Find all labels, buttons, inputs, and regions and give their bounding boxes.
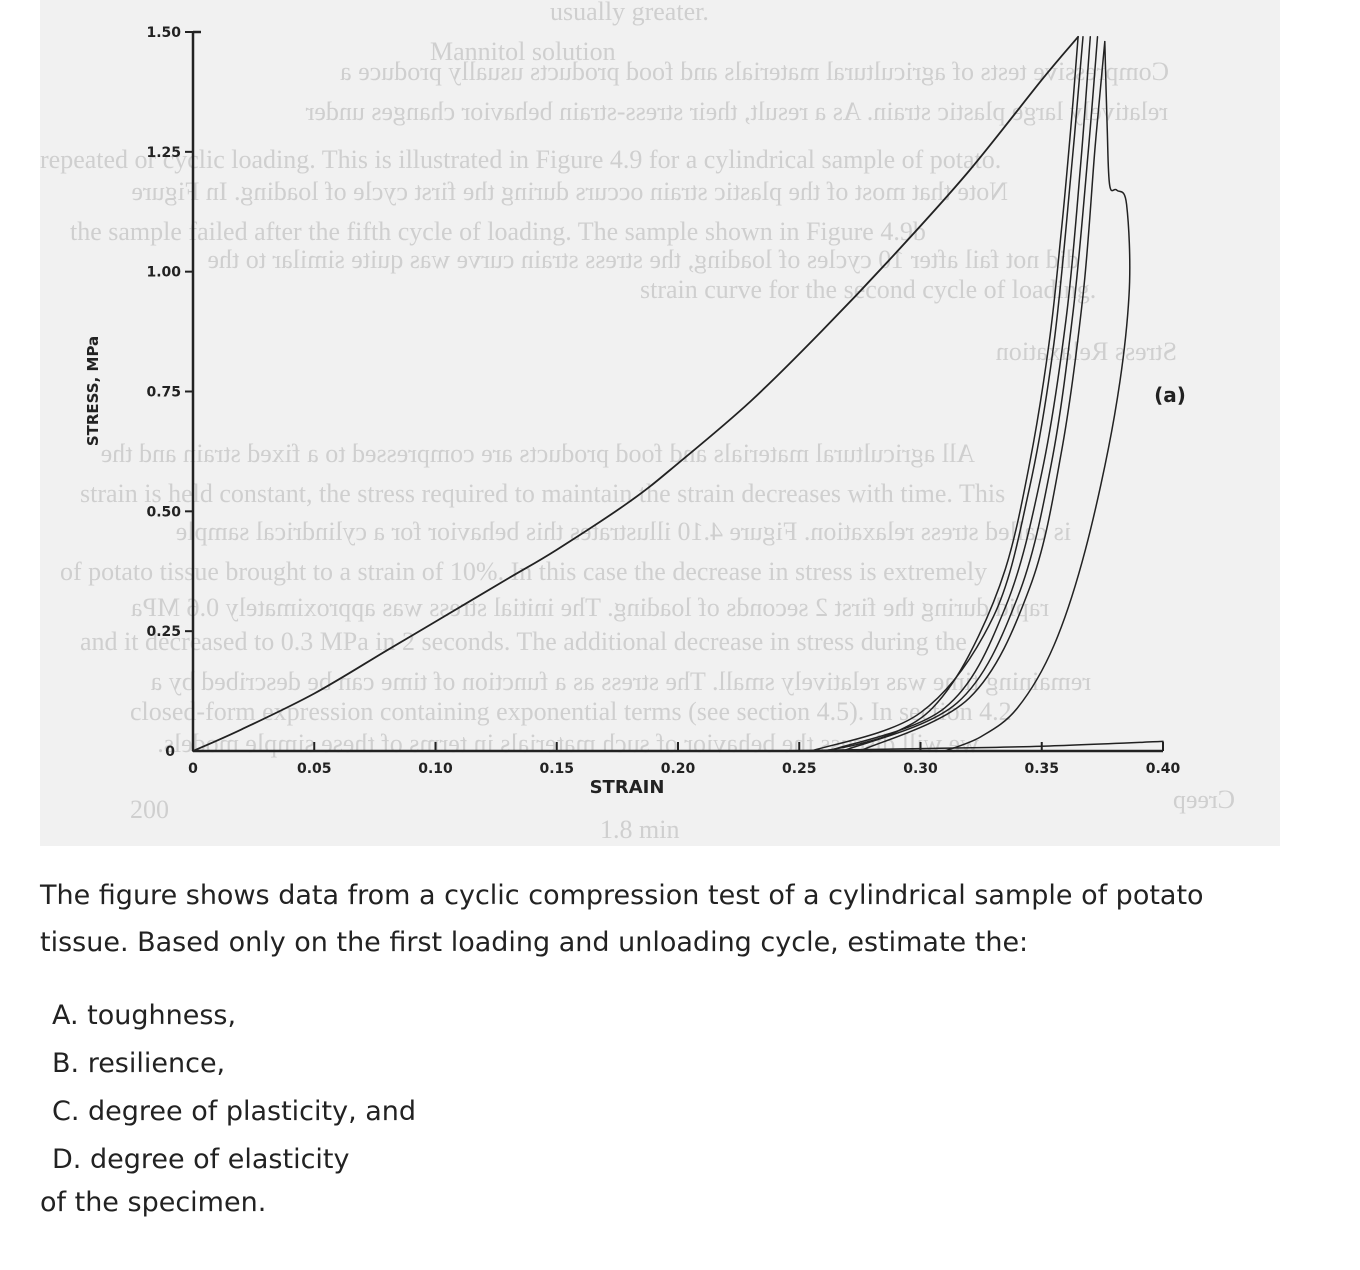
panel-label: (a) (1154, 383, 1186, 407)
y-tick-label: 0 (165, 744, 175, 760)
background-text-line: repeated or cyclic loading. This is illu… (40, 145, 1001, 174)
series-line-7 (943, 40, 1131, 752)
background-text-line: Mannitol solution (430, 37, 616, 66)
x-tick-label: 0.40 (1146, 761, 1181, 777)
option-b: B. resilience, (52, 1048, 226, 1079)
background-text-line: did not fail after 10 cycles of loading,… (208, 245, 1079, 274)
y-tick-label: 0.75 (146, 385, 181, 401)
option-a: A. toughness, (52, 1000, 237, 1031)
axes: 0 0.25 0.50 0.75 1.00 1.25 1.50 0 0.05 0.10 0.15 0.… (146, 25, 1180, 777)
option-d: D. degree of elasticity (52, 1144, 350, 1175)
background-bleed-text: usually greater. Compressive tests of agr… (40, 0, 1235, 844)
background-text-line: Creep (1173, 785, 1235, 814)
figure-panel: usually greater. Compressive tests of agr… (40, 0, 1280, 846)
x-tick-label: 0.25 (782, 761, 817, 777)
x-tick-label: 0 (188, 761, 198, 777)
series-line-5 (842, 36, 1099, 752)
series-line-3 (810, 36, 1084, 752)
series-line-4 (827, 36, 1092, 752)
background-text-line: usually greater. (550, 0, 709, 26)
x-tick-label: 0.15 (539, 761, 574, 777)
background-text-line: Stress Relaxation (996, 337, 1177, 366)
x-tick-label: 0.35 (1024, 761, 1059, 777)
series-line-6 (859, 40, 1106, 752)
y-tick-label: 0.25 (146, 624, 181, 640)
y-tick-label: 1.25 (146, 145, 181, 161)
background-text-line: strain curve for the second cycle of loa… (640, 275, 1096, 304)
background-text-line: is called stress relaxation. Figure 4.10… (176, 517, 1071, 546)
stress-strain-chart: usually greater. Compressive tests of agr… (40, 0, 1235, 844)
y-tick-label: 1.00 (146, 265, 181, 281)
series-line-1 (192, 35, 1079, 752)
options-list: A. toughness, B. resilience, C. degree o… (52, 992, 416, 1184)
x-axis-label: STRAIN (590, 777, 665, 798)
x-tick-label: 0.30 (903, 761, 938, 777)
question-closing: of the specimen. (40, 1187, 267, 1218)
background-text-line: relatively large plastic strain. As a re… (305, 97, 1168, 126)
background-text-line: remaining time was relatively small. The… (150, 667, 1091, 696)
background-text-line: 200 (130, 795, 169, 824)
background-text-line: Note that most of the plastic strain occ… (131, 177, 1008, 206)
background-text-line: Compressive tests of agricultural materi… (340, 57, 1169, 86)
axis-labels: STRAIN STRESS, MPa (a) (84, 336, 1186, 798)
question-intro: The figure shows data from a cyclic comp… (40, 880, 1204, 958)
option-c: C. degree of plasticity, and (52, 1096, 417, 1127)
background-text-line: of potato tissue brought to a strain of … (60, 557, 987, 586)
data-series (192, 35, 1164, 752)
series-line-8 (774, 740, 1164, 752)
background-text-line: All agricultural materials and food prod… (101, 439, 975, 468)
background-text-line: closed-form expression containing expone… (130, 697, 1012, 726)
x-tick-label: 0.05 (297, 761, 332, 777)
background-text-line: strain is held constant, the stress requ… (80, 479, 1005, 508)
x-tick-label: 0.20 (661, 761, 696, 777)
background-text-line: 1.8 min (600, 815, 679, 844)
x-tick-label: 0.10 (418, 761, 453, 777)
y-tick-label: 0.50 (146, 504, 181, 520)
background-text-line: the sample failed after the fifth cycle … (70, 217, 926, 246)
y-tick-label: 1.50 (146, 25, 181, 41)
y-axis-label: STRESS, MPa (84, 336, 102, 446)
background-text-line: rapid during the first 2 seconds of load… (131, 593, 1049, 622)
background-text-line: and it decreased to 0.3 MPa in 2 seconds… (80, 627, 967, 656)
